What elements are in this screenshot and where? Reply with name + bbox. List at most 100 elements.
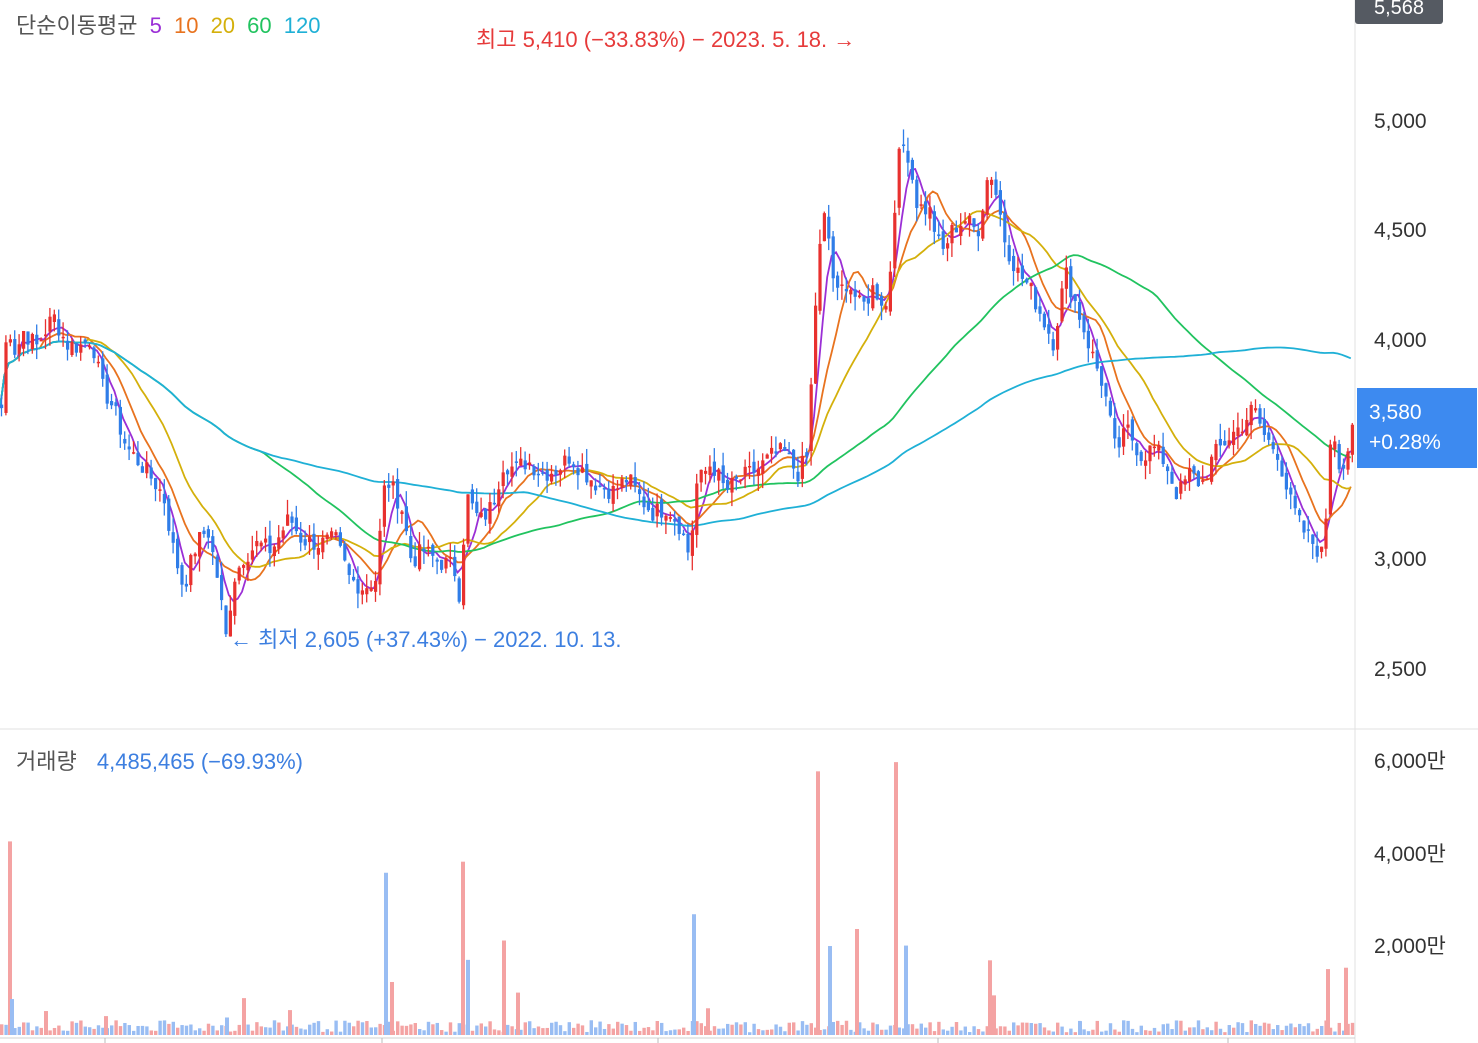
ma-legend-5[interactable]: 5: [149, 13, 162, 38]
volume-bar-197: [866, 1030, 871, 1035]
volume-bar-206: [906, 1024, 910, 1035]
candle-body-154: [677, 516, 681, 534]
volume-bar-86: [378, 1023, 382, 1035]
volume-bar-140: [616, 1021, 620, 1035]
volume-bar-144: [633, 1021, 637, 1035]
volume-bar-128: [563, 1031, 567, 1035]
volume-spike-18: [894, 762, 898, 1035]
candle-body-129: [567, 456, 571, 464]
candle-body-222: [976, 231, 980, 237]
candle-body-230: [1012, 255, 1016, 272]
candle-body-51: [224, 605, 228, 635]
volume-bar-0: [0, 1024, 4, 1035]
volume-bar-129: [567, 1022, 571, 1035]
candle-body-205: [902, 144, 906, 146]
candle-body-265: [1166, 466, 1170, 472]
candle-body-273: [1201, 480, 1205, 482]
candle-body-68: [299, 532, 303, 543]
volume-spike-19: [904, 945, 908, 1035]
volume-bar-259: [1139, 1025, 1143, 1035]
candle-body-216: [950, 225, 954, 244]
candle-body-244: [1073, 294, 1077, 301]
candle-body-209: [919, 204, 923, 206]
volume-bar-93: [409, 1024, 413, 1035]
candle-body-194: [853, 289, 857, 297]
volume-bar-19: [83, 1026, 87, 1035]
volume-bar-102: [448, 1022, 453, 1035]
volume-bar-90: [396, 1021, 400, 1035]
volume-bar-110: [484, 1026, 488, 1035]
candle-body-113: [497, 489, 501, 507]
candle-body-174: [765, 454, 769, 459]
candle-body-239: [1051, 339, 1055, 351]
candle-body-272: [1196, 471, 1200, 487]
candle-body-18: [79, 344, 83, 353]
ma-legend-10[interactable]: 10: [173, 13, 199, 38]
candle-body-262: [1152, 446, 1156, 449]
candle-body-126: [554, 470, 558, 476]
volume-bar-124: [545, 1027, 549, 1035]
candle-body-48: [211, 536, 215, 553]
volume-bar-223: [981, 1031, 985, 1035]
candle-body-161: [708, 466, 712, 476]
volume-bar-147: [646, 1027, 651, 1035]
volume-bar-131: [576, 1023, 580, 1035]
ma-legend-60[interactable]: 60: [247, 13, 272, 38]
volume-bar-214: [941, 1029, 945, 1035]
volume-bar-11: [48, 1030, 52, 1035]
volume-bar-141: [620, 1023, 624, 1035]
volume-bar-276: [1214, 1021, 1218, 1035]
volume-bar-21: [92, 1028, 96, 1035]
volume-tick-1: 4,000만: [1374, 842, 1446, 866]
volume-bar-202: [888, 1025, 893, 1035]
candle-body-240: [1056, 326, 1060, 350]
candle-body-163: [717, 469, 721, 481]
volume-bar-230: [1012, 1022, 1016, 1035]
volume-bar-238: [1047, 1030, 1051, 1035]
candle-body-298: [1311, 534, 1315, 544]
candle-body-300: [1320, 546, 1324, 552]
candle-body-253: [1113, 418, 1117, 439]
volume-bar-299: [1315, 1028, 1319, 1035]
candle-body-249: [1095, 350, 1099, 369]
candle-body-20: [88, 345, 92, 348]
volume-spike-0: [8, 841, 12, 1035]
candle-body-155: [682, 533, 686, 536]
volume-bar-209: [919, 1023, 923, 1035]
candle-body-17: [74, 343, 78, 353]
volume-bar-83: [365, 1021, 369, 1035]
candle-body-65: [286, 514, 290, 526]
candle-body-299: [1315, 545, 1319, 557]
candle-body-130: [572, 464, 576, 468]
volume-bar-103: [453, 1031, 457, 1035]
candle-body-86: [378, 530, 382, 585]
ma-legend-120[interactable]: 120: [283, 13, 321, 38]
candle-body-25: [110, 401, 114, 406]
last-price-badge: 3,580 +0.28%: [1357, 388, 1477, 468]
candle-body-279: [1227, 440, 1231, 446]
candle-body-23: [101, 358, 105, 379]
volume-bar-84: [369, 1027, 373, 1035]
candle-body-268: [1179, 481, 1183, 494]
volume-bar-241: [1060, 1026, 1064, 1035]
volume-bar-171: [752, 1023, 756, 1035]
volume-bar-100: [440, 1030, 444, 1035]
price-tick-5: 2,500: [1374, 657, 1427, 681]
volume-bar-113: [497, 1030, 501, 1035]
ma-legend-20[interactable]: 20: [210, 13, 236, 38]
volume-bar-175: [770, 1029, 774, 1035]
candlestick-series: [0, 129, 1354, 638]
volume-bar-285: [1254, 1023, 1258, 1035]
volume-bar-121: [532, 1028, 536, 1035]
volume-bar-44: [193, 1030, 197, 1035]
candle-body-229: [1007, 245, 1011, 262]
volume-bar-107: [470, 1030, 475, 1035]
volume-bar-57: [250, 1030, 255, 1035]
candle-body-263: [1157, 444, 1161, 451]
candle-body-169: [743, 466, 747, 476]
candle-body-140: [616, 488, 620, 490]
candle-body-127: [558, 470, 562, 475]
volume-bar-306: [1346, 1023, 1350, 1035]
volume-bar-53: [233, 1030, 237, 1035]
